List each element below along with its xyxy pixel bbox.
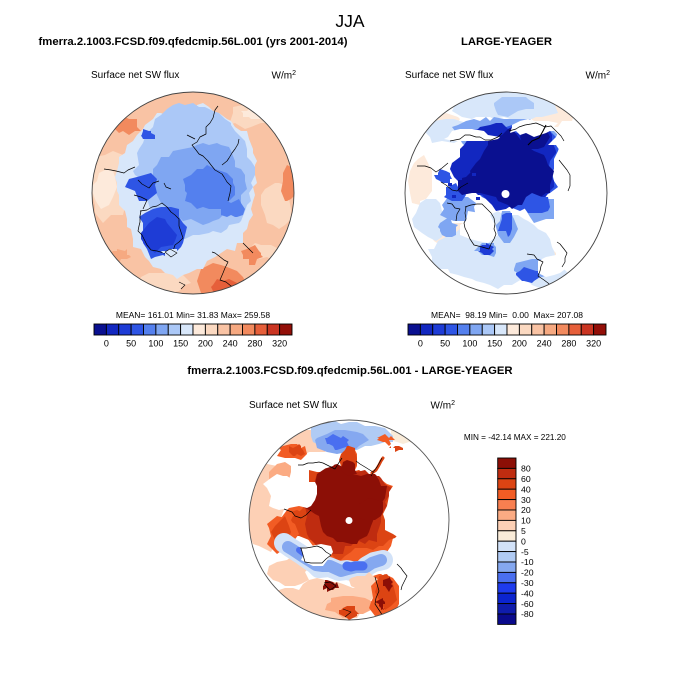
svg-text:-80: -80	[521, 609, 534, 619]
svg-text:-40: -40	[521, 588, 534, 598]
svg-text:0: 0	[104, 338, 109, 348]
svg-text:60: 60	[521, 474, 531, 484]
svg-text:320: 320	[586, 338, 601, 348]
svg-text:-30: -30	[521, 578, 534, 588]
svg-text:100: 100	[462, 338, 477, 348]
svg-text:200: 200	[512, 338, 527, 348]
svg-text:50: 50	[440, 338, 450, 348]
svg-text:50: 50	[126, 338, 136, 348]
svg-text:240: 240	[223, 338, 238, 348]
svg-text:30: 30	[521, 494, 531, 504]
svg-text:10: 10	[521, 515, 531, 525]
svg-text:240: 240	[536, 338, 551, 348]
svg-text:-20: -20	[521, 567, 534, 577]
svg-text:-10: -10	[521, 557, 534, 567]
svg-text:320: 320	[272, 338, 287, 348]
svg-text:-5: -5	[521, 546, 529, 556]
svg-text:-60: -60	[521, 598, 534, 608]
svg-text:100: 100	[149, 338, 164, 348]
svg-text:0: 0	[418, 338, 423, 348]
svg-text:150: 150	[173, 338, 188, 348]
svg-text:40: 40	[521, 484, 531, 494]
svg-text:20: 20	[521, 505, 531, 515]
svg-text:150: 150	[487, 338, 502, 348]
svg-text:0: 0	[521, 536, 526, 546]
svg-text:280: 280	[248, 338, 263, 348]
svg-text:200: 200	[198, 338, 213, 348]
svg-text:280: 280	[561, 338, 576, 348]
svg-text:5: 5	[521, 526, 526, 536]
svg-text:80: 80	[521, 463, 531, 473]
